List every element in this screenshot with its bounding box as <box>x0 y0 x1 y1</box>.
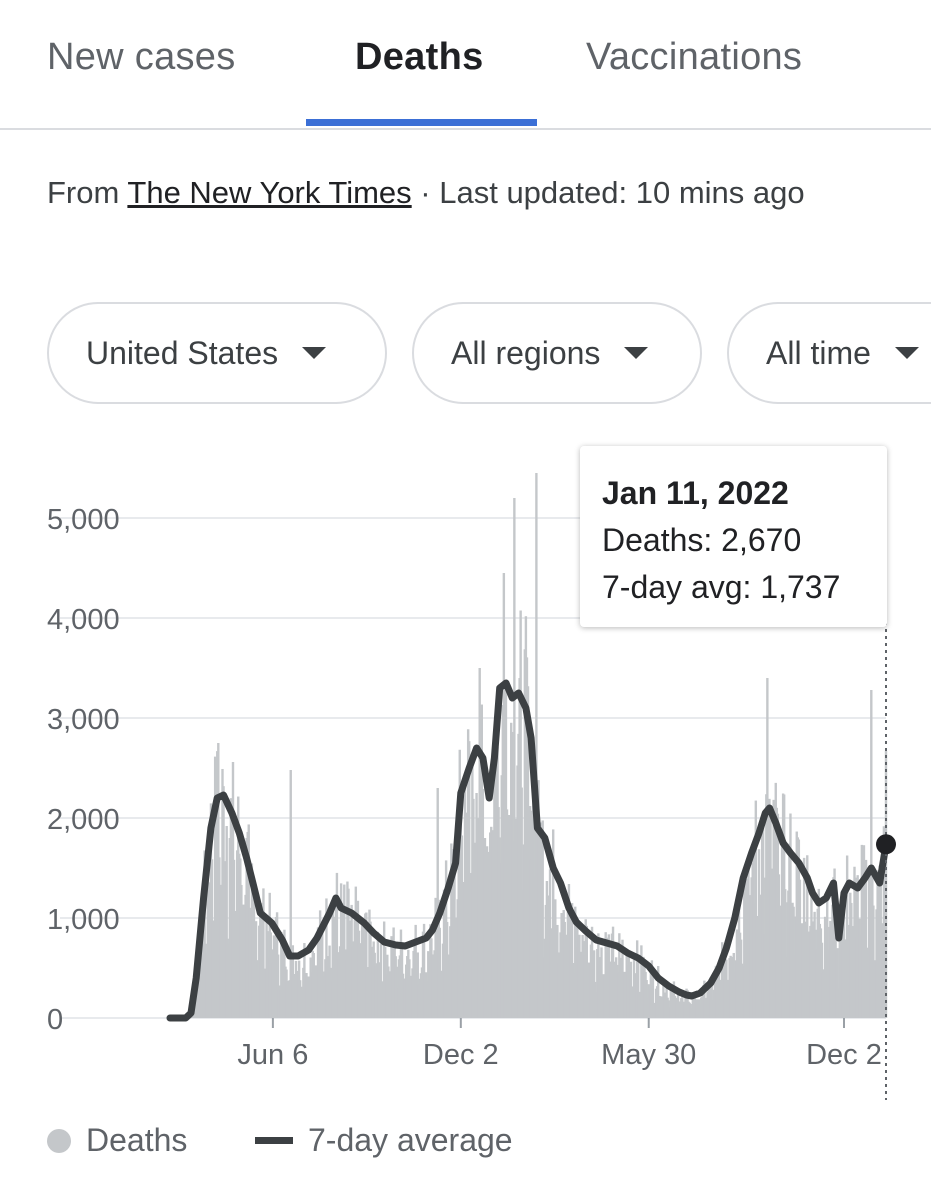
deaths-bar <box>551 829 555 1018</box>
deaths-bar <box>777 874 781 1018</box>
location-dropdown[interactable]: United States <box>47 302 387 404</box>
time-range-dropdown[interactable]: All time <box>727 302 931 404</box>
deaths-bar <box>422 923 426 1018</box>
tab-vaccinations[interactable]: Vaccinations <box>586 36 803 78</box>
deaths-bar <box>453 854 456 1018</box>
active-tab-indicator <box>306 119 537 126</box>
region-dropdown-value: All regions <box>451 334 601 371</box>
x-axis-ticks: Jun 6 Dec 2 May 30 Dec 2 <box>237 1018 882 1071</box>
time-range-dropdown-value: All time <box>766 334 871 371</box>
source-prefix: From <box>47 175 128 210</box>
x-tick-label: Jun 6 <box>237 1039 308 1071</box>
location-dropdown-value: United States <box>86 334 279 371</box>
deaths-bar <box>379 943 383 1018</box>
deaths-bar <box>754 800 758 1018</box>
deaths-bar <box>203 850 206 1018</box>
deaths-bar <box>225 826 228 1018</box>
legend-label-deaths: Deaths <box>86 1122 188 1158</box>
deaths-bar <box>321 924 324 1018</box>
legend-item-deaths: Deaths <box>47 1122 187 1159</box>
tab-deaths[interactable]: Deaths <box>355 36 484 78</box>
deaths-bar <box>717 968 721 1018</box>
deaths-bar <box>357 930 361 1018</box>
deaths-bar <box>784 889 787 1018</box>
cursor-point <box>876 834 896 855</box>
deaths-bar <box>276 954 280 1018</box>
deaths-bar <box>335 872 339 1018</box>
tab-bar: New cases Deaths Vaccinations <box>0 0 931 130</box>
deaths-bar <box>884 751 888 1018</box>
region-dropdown[interactable]: All regions <box>412 302 702 404</box>
deaths-bar <box>365 912 368 1018</box>
source-line: From The New York Times · Last updated: … <box>47 168 897 217</box>
seven-day-average-layer <box>166 679 890 1022</box>
deaths-bar <box>651 969 655 1018</box>
deaths-bar <box>535 473 538 1018</box>
deaths-bar <box>870 690 873 1018</box>
tooltip-date: Jan 11, 2022 <box>602 475 789 511</box>
deaths-bar <box>637 956 640 1018</box>
source-link[interactable]: The New York Times <box>127 175 412 210</box>
y-tick-label: 4,000 <box>47 604 120 636</box>
y-tick-label: 5,000 <box>47 504 120 536</box>
deaths-bar <box>789 813 792 1018</box>
deaths-bar <box>513 498 516 1018</box>
caret-down-icon <box>302 347 327 359</box>
deaths-bar <box>570 903 574 1018</box>
y-tick-label: 0 <box>47 1004 63 1036</box>
y-tick-label: 2,000 <box>47 804 120 836</box>
caret-down-icon <box>624 347 649 359</box>
tooltip-deaths: Deaths: 2,670 <box>602 522 802 558</box>
legend-dot-icon <box>47 1128 71 1153</box>
tab-new-cases[interactable]: New cases <box>47 36 236 78</box>
deaths-bar <box>864 859 868 1018</box>
deaths-bar <box>289 770 292 1018</box>
y-axis-tick-labels: 0 1,000 2,000 3,000 4,000 5,000 <box>47 504 120 1036</box>
legend-item-average: 7-day average <box>255 1122 513 1159</box>
y-tick-label: 1,000 <box>47 904 120 936</box>
x-tick-label: May 30 <box>601 1039 696 1071</box>
deaths-bar <box>836 948 839 1018</box>
deaths-bar <box>656 966 660 1018</box>
last-updated-text: · Last updated: 10 mins ago <box>411 175 805 210</box>
daily-deaths-bars <box>185 473 888 1018</box>
y-tick-label: 3,000 <box>47 704 120 736</box>
caret-down-icon <box>894 347 919 359</box>
x-tick-label: Dec 2 <box>423 1039 499 1071</box>
legend-label-average: 7-day average <box>308 1122 513 1158</box>
seven-day-average-line <box>166 679 890 1022</box>
tooltip-average: 7-day avg: 1,737 <box>602 569 841 605</box>
legend-line-icon <box>255 1137 293 1144</box>
deaths-bar <box>607 934 611 1018</box>
deaths-bar <box>761 811 765 1018</box>
x-tick-label: Dec 2 <box>806 1039 882 1071</box>
deaths-bar <box>438 927 442 1018</box>
deaths-chart[interactable]: 0 1,000 2,000 3,000 4,000 5,000 Jun 6 Dec 2 May… <box>0 430 931 1110</box>
deaths-bar <box>262 888 265 1018</box>
deaths-bar <box>541 820 544 1018</box>
chart-tooltip: Jan 11, 2022 Deaths: 2,670 7-day avg: 1,… <box>580 446 887 627</box>
deaths-bar <box>585 925 588 1018</box>
hover-cursor <box>876 622 896 1100</box>
